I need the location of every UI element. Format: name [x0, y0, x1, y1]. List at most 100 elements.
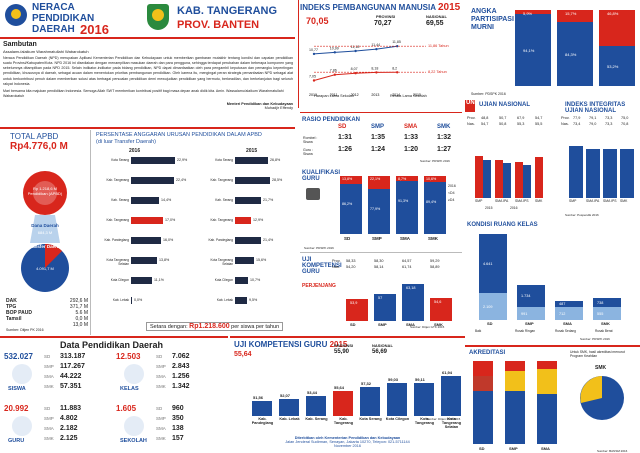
data-guru-row-k: SMK — [44, 436, 54, 441]
ipm-point-label: 10,99 — [330, 46, 339, 50]
persen-col1: 2016 — [129, 148, 141, 154]
data-siswa-row-k: SMK — [44, 384, 54, 389]
persen-right-val: 9,5% — [249, 298, 258, 302]
sambutan-greeting: Assalamu'alaikum Warahmatullahi Wabaroka… — [3, 49, 89, 54]
persen-left-bar — [131, 297, 132, 304]
kondisi-panel: KONDISI RUANG KELAS Sumber: PDSPK 2016 4… — [465, 220, 640, 345]
ipm-point — [354, 49, 357, 53]
un-bar-cat: SMK — [535, 199, 543, 203]
sambutan-rule — [0, 127, 295, 129]
kual-bar-bot-label: 86,2% — [342, 202, 353, 206]
kualifikasi-panel: KUALIFIKASI GURU Sumber: PDSPK 2016 13,8… — [300, 166, 462, 252]
kual-bar-bot-label: 89,4% — [426, 200, 437, 204]
persen-right-val: 21,4% — [263, 238, 274, 242]
kond-bar-bot-label: 2.109 — [483, 304, 493, 309]
ipm-title-text: INDEKS PEMBANGUNAN MANUSIA — [300, 3, 436, 12]
data-siswa-row-v: 313.187 — [60, 353, 86, 360]
un-nas-val: 55,3 — [517, 122, 525, 126]
ukg2-footer3: November 2016 — [333, 444, 362, 448]
header-rule — [0, 37, 295, 39]
ipm-legend2: Rerata Lama Sekolah — [390, 94, 427, 98]
apm-source: Sumber: PDSPK 2016 — [471, 92, 506, 96]
ukg-prov-val: 59,29 — [430, 259, 440, 263]
kond-bar-top — [555, 301, 583, 307]
un-panel: UN UJIAN NASIONAL INDEKS INTEGRITAS UJIA… — [465, 100, 640, 218]
iiun-source: Sumber: Puspendik 2016 — [565, 213, 599, 217]
ipm-point-label: 8,2 — [392, 66, 397, 70]
ukg2-bar-cat: Kab. Lebak — [279, 417, 300, 421]
data-guru-total: 20.992 — [4, 404, 29, 413]
persen-right-bar — [235, 177, 270, 184]
ukg2-prov-val: 55,90 — [334, 349, 350, 355]
iiun-prov-val: 79,1 — [589, 116, 597, 120]
ukg-bar-cat: SD — [350, 322, 356, 327]
apbd-row-tamsil-v: 0,0 M — [75, 316, 88, 322]
kond-legend: Rusak Ringan — [515, 329, 536, 333]
iiun-nas-val: 70,8 — [621, 122, 629, 126]
rasio-row2-label: Guru : Siswa — [303, 148, 313, 156]
data-sekolah-row-k: SMP — [156, 416, 166, 421]
ukg2-bar-label: 59,03 — [388, 377, 399, 382]
sambutan-sign1: Menteri Pendidikan dan Kebudayaan — [226, 102, 293, 107]
sambutan-p1: Neraca Pendidikan Daerah (NPD) merupakan… — [3, 55, 293, 86]
ipm-kab-value: 70,05 — [306, 16, 329, 26]
ipm-point — [375, 71, 378, 74]
persen-right-name: Kota Tangerang Selatan — [210, 258, 233, 266]
ipm-nas-value: 69,55 — [426, 20, 444, 27]
ipm-nat-top-label: 11,86 Tahun — [428, 44, 449, 48]
un-bar-2016 — [523, 165, 531, 198]
ipm-prov-label: PROVINSI — [376, 14, 396, 19]
data-panel: Data Pendidikan Daerah 532.027 SISWA SD 313… — [0, 336, 228, 453]
persen-footer: Setara dengan: Rp1.218.600 per siswa per… — [146, 322, 284, 331]
apbd-pie-top-val: Rp 1.218,6 M — [32, 186, 57, 191]
kond-bar-top — [593, 298, 621, 307]
ukg2-bar — [306, 396, 326, 416]
ipm-point — [312, 52, 316, 56]
apbd-pie-red-label: Dana Daerah — [31, 223, 59, 228]
ukg2-bar-cat: Kab. Pandeglang — [251, 417, 274, 425]
akreditasi-source: Sumber: BANSM 2016 — [597, 449, 628, 453]
sambutan-heading: Sambutan — [3, 41, 37, 48]
ukg-nas-val: 58,89 — [430, 265, 440, 269]
persen-right-val: 15,6% — [256, 258, 267, 262]
rasio-row1-cell: 1:33 — [403, 134, 418, 141]
ukg2-kab-val: 55,64 — [234, 351, 252, 358]
iiun-bar-cat: SMP — [569, 199, 577, 203]
region-name: KAB. TANGERANG — [177, 5, 278, 17]
kondisi-title: KONDISI RUANG KELAS — [467, 222, 538, 228]
ukg2-footer2: Jalan Jenderal Sudirman, Senayan, Jakart… — [285, 440, 410, 444]
persen-left-name: Kab. Tangerang — [106, 218, 129, 222]
ukg2-bar — [414, 383, 434, 416]
apbd-pie-red-val: 684,3 M — [37, 230, 53, 235]
un-bar-2015 — [475, 156, 483, 198]
sambutan-sign2: Muhadjir Effendy — [264, 106, 293, 111]
apbd-pie-chart — [21, 171, 69, 292]
apbd-row-dak-v: 292,6 M — [69, 298, 88, 304]
ukg2-title: UJI KOMPETENSI GURU 2015 — [234, 340, 347, 349]
sambutan-panel: Sambutan Assalamu'alaikum Warahmatullahi… — [3, 41, 293, 126]
ukg2-bar-label: 57,32 — [361, 381, 372, 386]
persen-right-bar — [235, 157, 268, 164]
un-bar-2016 — [503, 163, 511, 198]
ukg-bar-cat: SMP — [378, 322, 387, 327]
ukg2-bar-cat: Kota Cilegon — [385, 417, 410, 421]
ukg-nas-val: 54,20 — [346, 265, 356, 269]
kual-bar-top — [368, 176, 390, 189]
apbd-row-dak: DAK 292,6 M — [6, 298, 88, 304]
data-guru-icon — [12, 416, 32, 436]
ukg2-panel: UJI KOMPETENSI GURU 2015 55,64 PROVINSI … — [230, 336, 465, 453]
kual-bar-bot — [424, 182, 446, 234]
data-siswa-row-v: 44.222 — [60, 373, 82, 380]
un-row-nas: Nas. — [467, 122, 475, 126]
ukg2-bar-label: 59,11 — [415, 377, 425, 382]
data-sekolah-icon — [124, 416, 144, 436]
persen-left-val: 16,0% — [163, 238, 174, 242]
rasio-row1-cell: 1:35 — [370, 134, 385, 141]
ipm-point — [354, 72, 357, 75]
apbd-rows: DAK 292,6 M TPG 371,7 M BOP PAUD 5.6 M Tams… — [6, 298, 88, 328]
un-nas-val: 54,7 — [481, 122, 489, 126]
data-siswa-total: 532.027 — [4, 352, 33, 361]
ipm-x-tick: 2013 — [371, 93, 379, 97]
akreditasi-note: Untuk SMK, hasil akreditasi menurut Prog… — [570, 350, 625, 358]
ipm-point-label: 7,86 — [330, 69, 337, 73]
